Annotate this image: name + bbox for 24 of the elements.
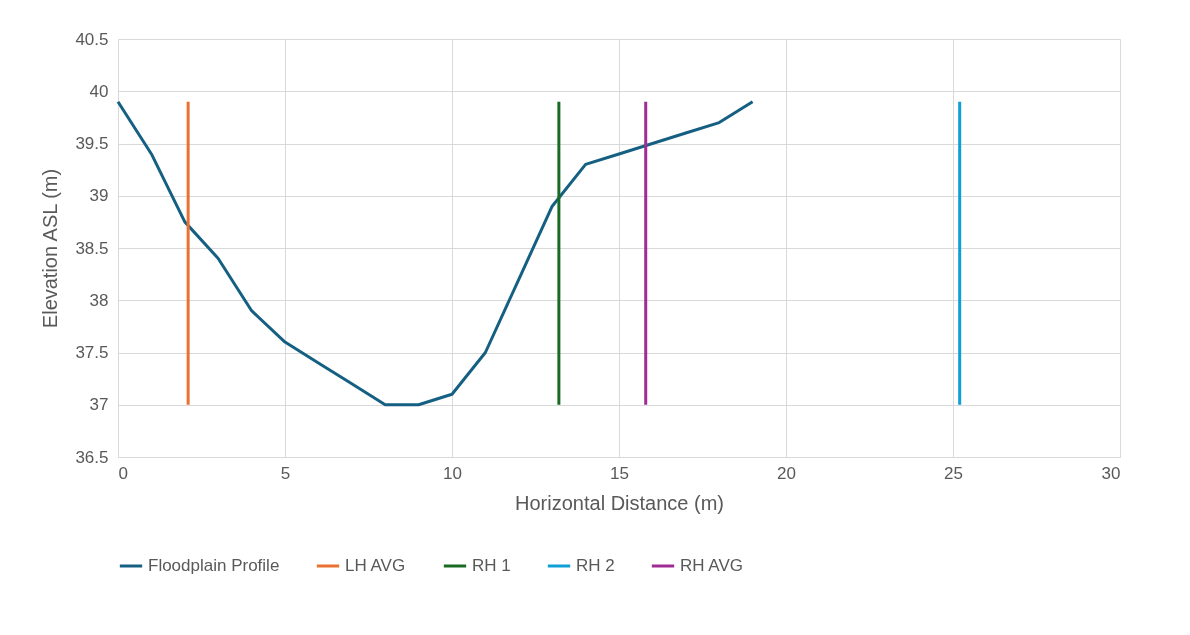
- y-tick-label: 40: [89, 81, 109, 101]
- y-tick-label: 36.5: [75, 447, 109, 467]
- y-tick-label: 39: [89, 186, 109, 206]
- legend-label: Floodplain Profile: [148, 556, 280, 575]
- x-tick-label: 5: [280, 463, 291, 483]
- y-tick-label: 40.5: [75, 29, 109, 49]
- y-tick-label: 37: [89, 395, 109, 415]
- y-tick-label: 39.5: [75, 134, 109, 153]
- line-series: [116, 100, 755, 407]
- y-axis-title: Elevation ASL (m): [39, 168, 62, 329]
- legend-label: RH 2: [576, 556, 615, 575]
- x-axis-title: Horizontal Distance (m): [515, 491, 724, 514]
- x-tick-label: 0: [118, 463, 128, 483]
- x-tick-label: 15: [610, 463, 629, 483]
- y-tick-label: 38.5: [75, 238, 109, 258]
- legend-label: LH AVG: [345, 556, 406, 575]
- x-tick-label: 10: [443, 463, 462, 483]
- legend-label: RH 1: [472, 556, 511, 575]
- x-tick-label: 25: [944, 463, 963, 483]
- x-tick-label: 30: [1101, 463, 1121, 483]
- legend-label: RH AVG: [680, 556, 743, 575]
- y-tick-label: 38: [89, 290, 109, 310]
- x-tick-label: 20: [777, 463, 796, 483]
- y-tick-label: 37.5: [75, 343, 109, 362]
